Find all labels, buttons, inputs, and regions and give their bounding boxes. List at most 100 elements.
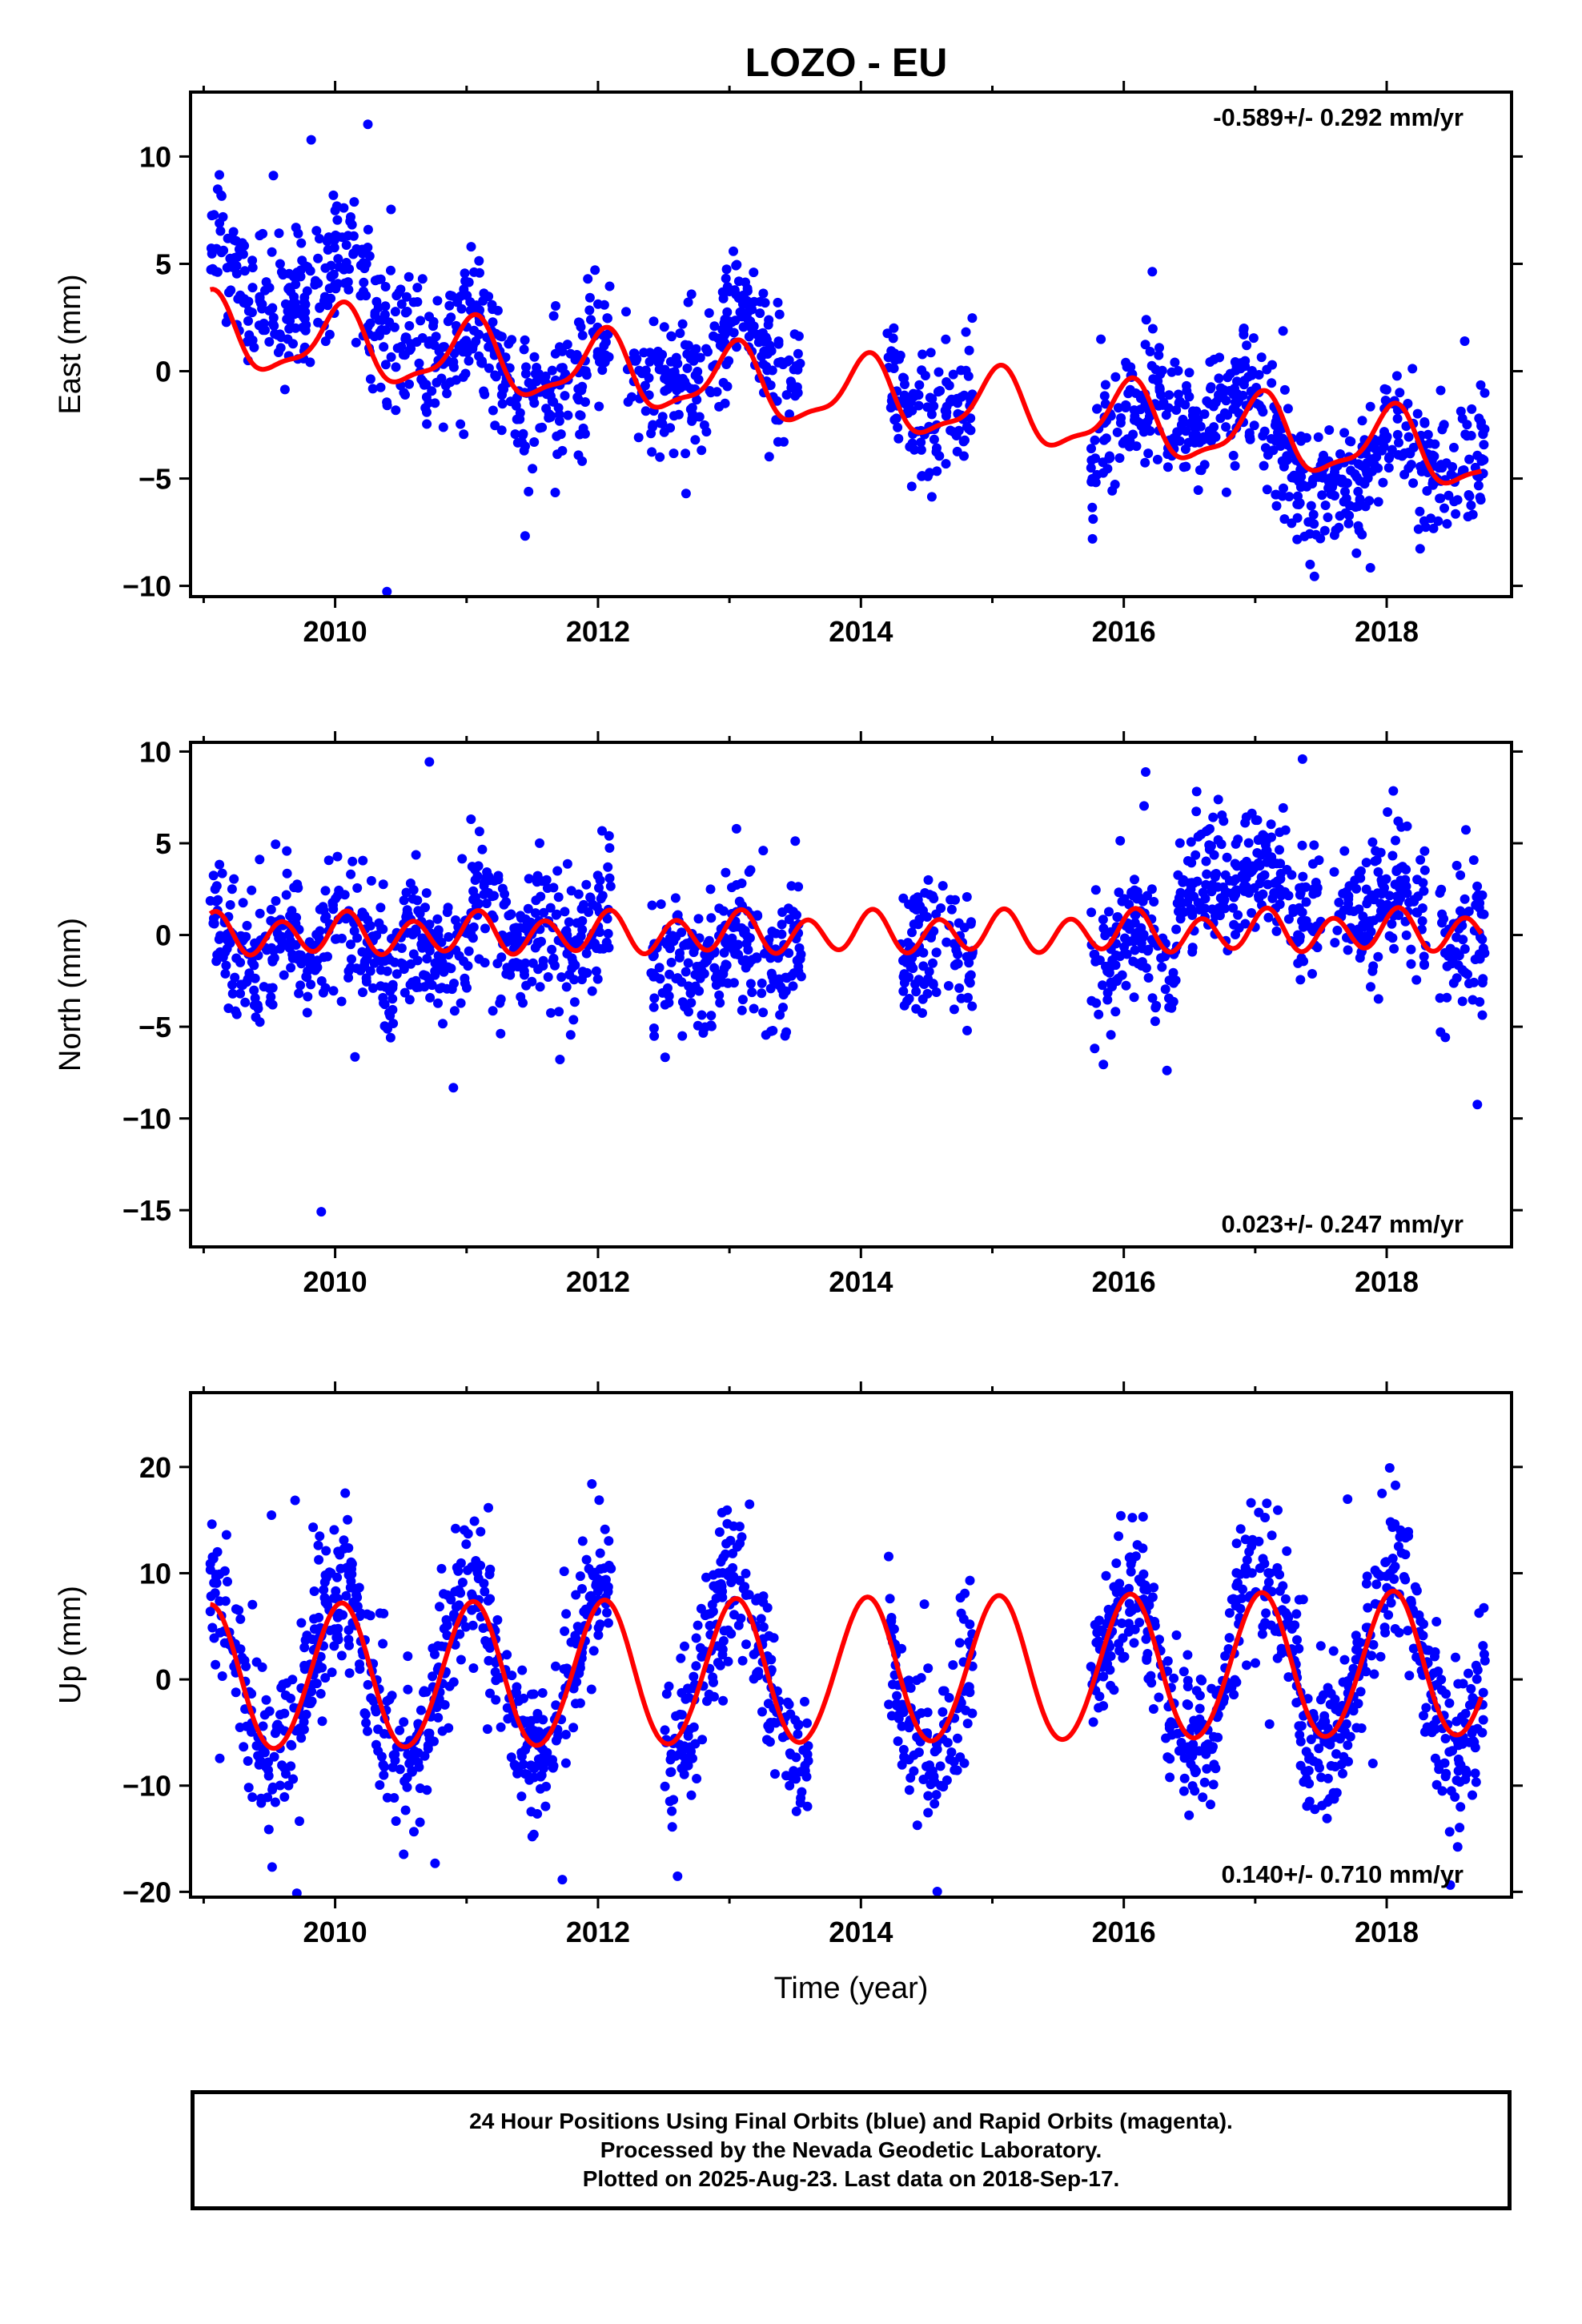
data-point <box>966 425 976 436</box>
data-point <box>1214 373 1224 384</box>
data-point <box>756 1614 766 1624</box>
data-point <box>1362 1571 1372 1582</box>
data-point <box>377 316 387 325</box>
data-point <box>633 432 644 443</box>
data-point <box>722 307 733 317</box>
data-point <box>488 317 498 328</box>
data-point <box>621 307 631 317</box>
data-point <box>529 437 540 447</box>
data-point <box>1164 975 1174 986</box>
data-point <box>581 948 592 959</box>
data-point <box>513 1696 524 1707</box>
data-point <box>1171 924 1182 935</box>
data-point <box>346 869 356 879</box>
data-point <box>1376 875 1387 885</box>
data-point <box>215 1596 225 1606</box>
data-point <box>529 352 540 362</box>
data-point <box>258 228 268 239</box>
data-point <box>1419 417 1430 427</box>
data-point <box>456 1588 466 1598</box>
data-point <box>660 1725 670 1735</box>
data-point <box>255 908 265 919</box>
data-point <box>404 379 414 389</box>
data-point <box>1332 1703 1343 1713</box>
data-point <box>677 1031 688 1041</box>
data-point <box>1314 1743 1324 1754</box>
data-point <box>709 963 720 973</box>
data-point <box>753 1667 764 1677</box>
data-point <box>673 409 684 420</box>
data-point <box>708 1672 718 1683</box>
data-point <box>459 429 469 440</box>
data-point <box>376 1751 387 1762</box>
data-point <box>657 349 668 360</box>
data-point <box>662 384 673 394</box>
data-point <box>958 436 969 447</box>
data-point <box>594 1495 604 1506</box>
data-point <box>785 1780 795 1791</box>
data-point <box>1150 1016 1160 1027</box>
y-tick-label: −15 <box>122 1194 171 1227</box>
data-point <box>1468 1693 1478 1703</box>
data-point <box>305 951 315 962</box>
data-point <box>1428 523 1439 533</box>
data-point <box>961 1705 971 1715</box>
data-point <box>1200 903 1210 914</box>
data-point <box>1101 433 1111 444</box>
data-point <box>706 1011 717 1021</box>
data-point <box>640 406 651 416</box>
data-point <box>1363 895 1374 905</box>
data-point <box>894 354 904 364</box>
data-point <box>341 240 351 250</box>
data-point <box>590 265 600 275</box>
data-point <box>443 903 453 913</box>
data-point <box>519 344 529 355</box>
data-point <box>1431 1779 1442 1790</box>
data-point <box>1467 404 1477 414</box>
data-point <box>646 428 656 439</box>
data-point <box>592 351 603 361</box>
data-point <box>605 881 616 891</box>
data-point <box>358 987 367 998</box>
data-point <box>781 1771 791 1781</box>
data-point <box>1262 1498 1272 1509</box>
data-point <box>677 977 687 987</box>
data-point <box>506 1752 516 1763</box>
data-point <box>387 1762 398 1772</box>
data-point <box>380 360 391 370</box>
data-point <box>335 1550 345 1560</box>
data-point <box>1111 1558 1122 1568</box>
data-point <box>693 1020 703 1031</box>
data-point <box>1231 838 1241 849</box>
data-point <box>1369 1669 1379 1679</box>
data-point <box>1204 840 1215 850</box>
data-point <box>510 1761 520 1771</box>
data-point <box>941 459 951 469</box>
data-point <box>1356 1723 1367 1733</box>
data-point <box>1187 947 1198 957</box>
data-point <box>721 867 731 878</box>
data-point <box>482 1724 492 1735</box>
data-point <box>1471 1777 1481 1787</box>
data-point <box>938 1707 948 1717</box>
data-point <box>717 977 727 987</box>
data-point <box>349 926 359 936</box>
data-point <box>1263 1568 1274 1578</box>
data-point <box>323 951 332 962</box>
data-point <box>595 1619 605 1630</box>
data-point <box>1435 888 1445 898</box>
data-point <box>1240 361 1251 372</box>
data-point <box>1210 872 1220 882</box>
data-point <box>660 373 670 384</box>
data-point <box>721 264 732 275</box>
data-point <box>490 420 500 431</box>
data-point <box>919 1599 930 1610</box>
data-point <box>1411 1585 1422 1595</box>
data-point <box>587 986 597 996</box>
data-point <box>884 1699 894 1710</box>
data-point <box>679 1769 689 1779</box>
data-point <box>1161 1733 1171 1743</box>
data-point <box>1228 450 1239 460</box>
data-point <box>923 875 934 885</box>
data-point <box>721 273 731 283</box>
